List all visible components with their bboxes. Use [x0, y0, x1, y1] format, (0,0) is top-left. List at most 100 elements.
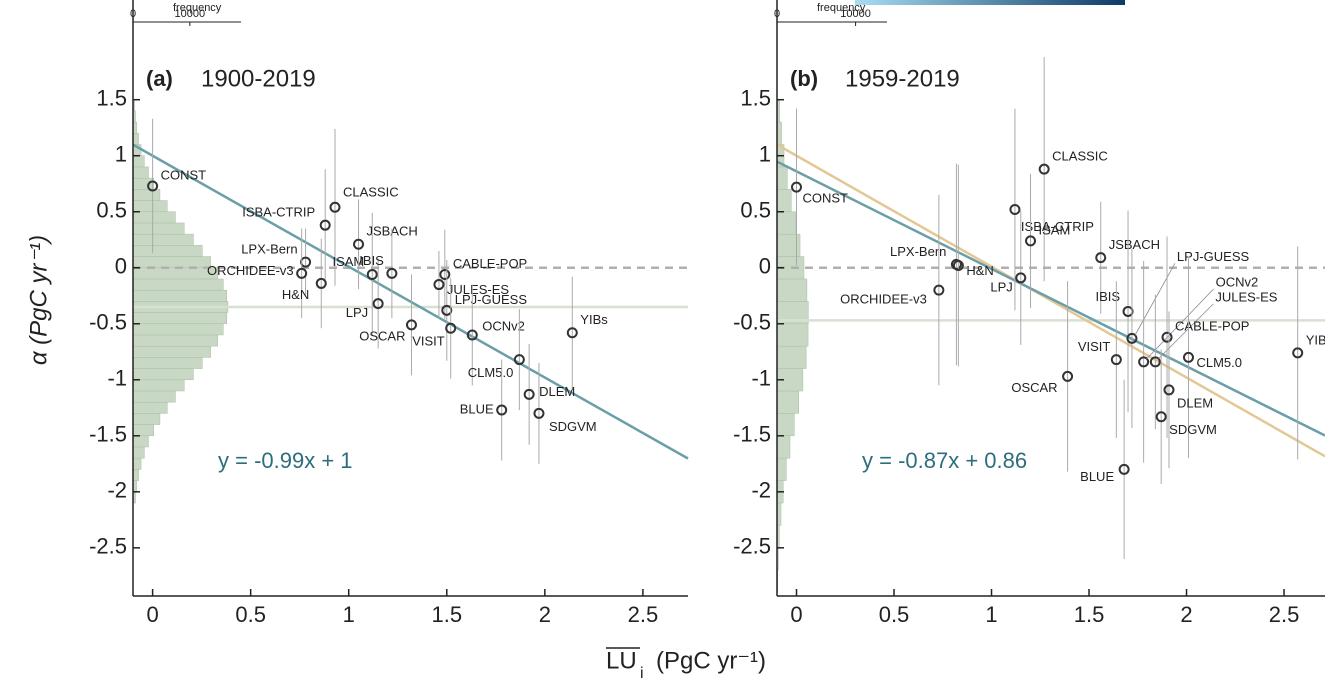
- point: [366, 268, 378, 280]
- freq-tick-label: 10000: [175, 8, 206, 20]
- point: [372, 298, 384, 310]
- point-label: JSBACH: [1109, 237, 1160, 252]
- panel-title: 1959-2019: [845, 65, 960, 92]
- point: [533, 407, 545, 419]
- y-tick-label: -2: [751, 478, 771, 503]
- y-tick-label: 1: [759, 142, 771, 167]
- y-tick-label: -1: [751, 366, 771, 391]
- point: [300, 256, 312, 268]
- histogram-bar: [132, 133, 139, 145]
- panel: frequency 0 10000 y = -0.87x + 0.86 -2.5 -2 -1…: [733, 0, 1325, 627]
- point-label: ORCHIDEE-v3: [207, 263, 294, 278]
- histogram-bar: [132, 323, 224, 336]
- point-label: CABLE-POP: [1175, 319, 1249, 334]
- x-label-unit: (PgC yr⁻¹): [656, 647, 766, 674]
- x-tick-label: 2: [1180, 602, 1192, 627]
- point-label: LPJ-GUESS: [455, 292, 528, 307]
- histogram-bar: [132, 368, 194, 381]
- x-tick-label: 0.5: [879, 602, 910, 627]
- point: [1182, 351, 1194, 363]
- fit-label: y = -0.87x + 0.86: [862, 448, 1027, 473]
- point: [1095, 252, 1107, 264]
- histogram-bar: [132, 401, 168, 414]
- point: [1062, 370, 1074, 382]
- histogram-bar: [132, 413, 161, 425]
- y-axis-label: α (PgC yr⁻¹): [25, 235, 52, 365]
- point-label: CABLE-POP: [453, 256, 527, 271]
- point: [952, 260, 964, 272]
- point-label: ORCHIDEE-v3: [840, 292, 927, 307]
- x-axis-label: LU i (PgC yr⁻¹): [606, 647, 766, 682]
- point-label: JULES-ES: [447, 282, 509, 297]
- point: [1015, 272, 1027, 284]
- y-tick-label: 0.5: [96, 198, 127, 223]
- point-label: OSCAR: [1011, 380, 1057, 395]
- fit-label: y = -0.99x + 1: [218, 448, 353, 473]
- histogram-bar: [132, 278, 224, 291]
- histogram-bar: [776, 166, 788, 190]
- point-label: YIB: [1306, 332, 1325, 347]
- y-tick-label: 1.5: [740, 86, 771, 111]
- point: [466, 329, 478, 341]
- histogram-bar: [776, 345, 807, 369]
- point: [441, 304, 453, 316]
- y-tick-label: 0: [759, 254, 771, 279]
- histogram-bar: [132, 345, 211, 358]
- point: [1110, 354, 1122, 366]
- point: [1025, 235, 1037, 247]
- point: [439, 268, 451, 280]
- x-tick-label: 0.5: [235, 602, 266, 627]
- point-label: DLEM: [1177, 395, 1213, 410]
- point: [1009, 203, 1021, 215]
- point: [386, 267, 398, 279]
- histogram-bar: [132, 435, 149, 448]
- point-label: LPJ: [990, 279, 1012, 294]
- histogram-bar: [776, 390, 799, 414]
- histogram-bar: [776, 413, 795, 437]
- point-label: ISBA-CTRIP: [242, 205, 315, 220]
- histogram-bar: [132, 267, 219, 280]
- point: [445, 322, 457, 334]
- y-tick-label: -0.5: [733, 310, 771, 335]
- y-tick-label: -2: [107, 478, 127, 503]
- histogram-bar: [132, 424, 154, 437]
- point-label: YIBs: [580, 312, 608, 327]
- point-label: H&N: [282, 287, 309, 302]
- point-label: OSCAR: [359, 328, 405, 343]
- histogram-bar: [132, 256, 211, 269]
- point: [1161, 331, 1173, 343]
- point-label: OCNv2: [482, 318, 525, 333]
- top-bar: [855, 0, 1125, 5]
- histogram-bar: [132, 222, 185, 235]
- x-tick-label: 1: [343, 602, 355, 627]
- y-tick-label: -1.5: [733, 422, 771, 447]
- freq-tick-label: 10000: [840, 8, 871, 20]
- histogram-bar: [132, 289, 227, 302]
- histogram-bar: [132, 457, 142, 470]
- y-tick-label: -1.5: [89, 422, 127, 447]
- histogram-bar: [132, 189, 161, 201]
- y-tick-label: 1.5: [96, 86, 127, 111]
- point-label: OCNv2: [1216, 274, 1259, 289]
- point-label: CLASSIC: [343, 185, 399, 200]
- y-tick-label: -2.5: [89, 534, 127, 559]
- x-tick-label: 2: [539, 602, 551, 627]
- point-label: LPX-Bern: [241, 242, 297, 257]
- histogram-bar: [132, 469, 139, 481]
- x-tick-label: 0: [790, 602, 802, 627]
- histogram-bar: [132, 200, 168, 212]
- y-tick-label: 0: [115, 254, 127, 279]
- y-tick-label: -0.5: [89, 310, 127, 335]
- point: [1122, 305, 1134, 317]
- point-label: IBIS: [359, 253, 384, 268]
- point: [1118, 463, 1130, 475]
- point: [566, 327, 578, 339]
- panel: frequency 0 10000 y = -0.99x + 1 -2.5 -2 -1.5 -…: [89, 0, 689, 627]
- histogram-bar: [132, 312, 227, 325]
- y-tick-label: -1: [107, 366, 127, 391]
- point-label: IBIS: [1095, 289, 1120, 304]
- histogram-bar: [776, 323, 809, 347]
- panel-label: (b): [790, 66, 818, 91]
- histogram-bar: [776, 435, 791, 459]
